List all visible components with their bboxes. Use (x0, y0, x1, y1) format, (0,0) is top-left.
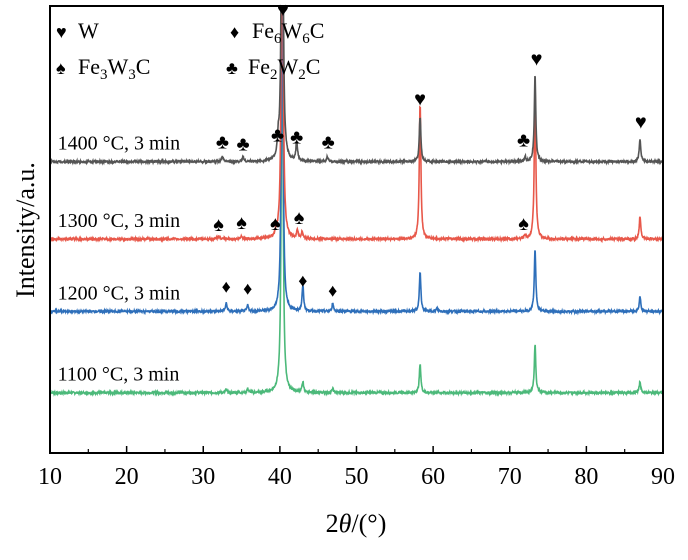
x-tick-label: 60 (421, 464, 445, 490)
legend-label: Fe3W3C (78, 54, 150, 83)
peak-marker: ♣ (517, 130, 530, 152)
series-label: 1400 °C, 3 min (58, 133, 180, 155)
peak-marker: ♣ (290, 127, 303, 149)
peak-marker: ♦ (328, 280, 337, 300)
peak-marker: ♦ (243, 278, 252, 298)
legend: ♥ W ♦ Fe6W6C ♠ Fe3W3C ♣ Fe2W2C (56, 18, 324, 83)
peak-marker: ♥ (414, 88, 426, 110)
peak-marker: ♠ (270, 213, 281, 235)
legend-label: W (78, 18, 99, 43)
peak-marker: ♥ (531, 48, 543, 70)
series-line (50, 6, 663, 397)
series-label: 1300 °C, 3 min (58, 210, 180, 232)
x-tick-label: 20 (115, 464, 139, 490)
legend-symbol: ♦ (230, 22, 239, 42)
peak-marker: ♦ (222, 276, 231, 296)
legend-symbol: ♣ (226, 58, 238, 78)
peak-marker: ♠ (294, 207, 305, 229)
x-tick-label: 30 (191, 464, 215, 490)
peak-marker: ♦ (298, 270, 307, 290)
x-tick-label: 90 (651, 464, 675, 490)
peak-marker: ♣ (237, 134, 250, 156)
peak-marker: ♣ (322, 132, 335, 154)
peak-marker: ♠ (213, 214, 224, 236)
peak-marker: ♣ (271, 125, 284, 147)
series-line (50, 6, 663, 244)
legend-label: Fe6W6C (252, 18, 324, 47)
x-tick-label: 50 (345, 464, 369, 490)
annotations: 1100 °C, 3 min 1200 °C, 3 min ♦ ♦ ♦ ♦ 1300 °C,… (58, 0, 647, 386)
series-line (50, 6, 663, 316)
peak-marker: ♠ (236, 212, 247, 234)
peak-marker: ♥ (635, 112, 647, 134)
traces (50, 6, 663, 397)
peak-marker: ♣ (216, 132, 229, 154)
x-tick-label: 80 (574, 464, 598, 490)
x-axis-label: 2θ/(°) (326, 509, 387, 538)
peak-marker: ♠ (518, 213, 529, 235)
legend-symbol: ♥ (56, 22, 67, 42)
series-line (50, 6, 663, 166)
peak-marker: ♥ (277, 0, 289, 21)
x-axis: 10 20 30 40 50 60 70 80 90 (38, 446, 675, 490)
x-tick-label: 70 (498, 464, 522, 490)
series-label: 1100 °C, 3 min (58, 364, 180, 386)
legend-symbol: ♠ (56, 58, 66, 78)
y-axis-label: Intensity/a.u. (11, 162, 40, 298)
legend-label: Fe2W2C (248, 54, 320, 83)
x-tick-label: 40 (268, 464, 292, 490)
x-tick-label: 10 (38, 464, 62, 490)
series-label: 1200 °C, 3 min (58, 282, 180, 304)
